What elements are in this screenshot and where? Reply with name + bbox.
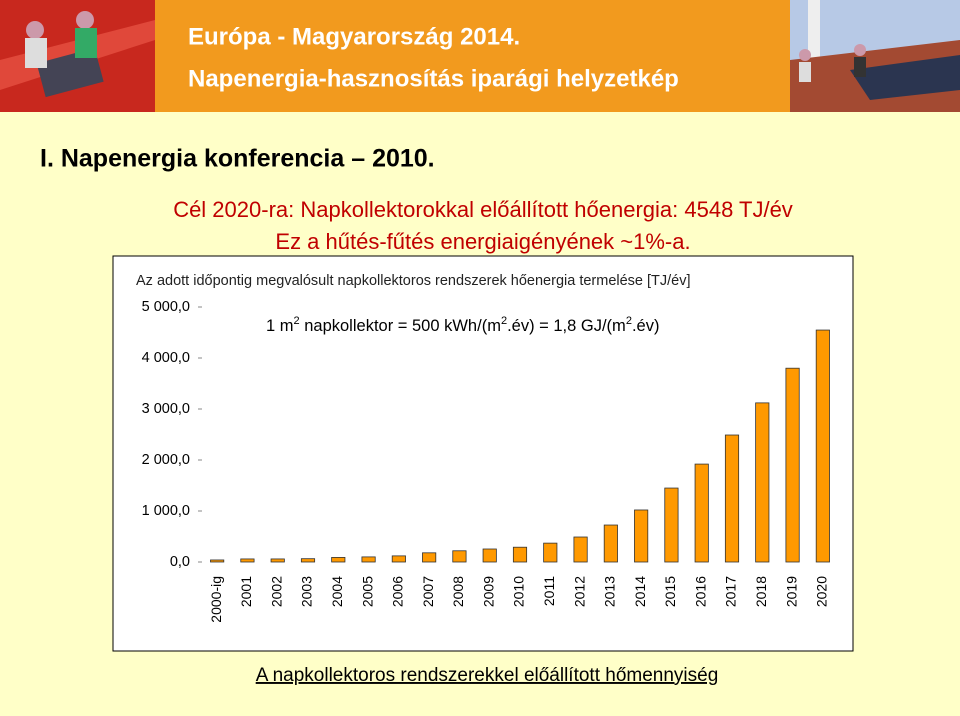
- x-tick-label: 2012: [571, 576, 587, 607]
- bar: [724, 434, 740, 563]
- chart-title: Az adott időpontig megvalósult napkollek…: [136, 273, 691, 289]
- annotation-sup: 2: [294, 315, 300, 327]
- bar: [391, 555, 406, 563]
- x-tick-label: 2008: [450, 576, 466, 607]
- annotation-sup: 2: [626, 315, 632, 327]
- caption: A napkollektoros rendszerekkel előállíto…: [256, 665, 719, 686]
- annotation-part: napkollektor = 500 kWh/(m: [300, 317, 501, 335]
- header-subtitle: Napenergia-hasznosítás iparági helyzetké…: [188, 65, 679, 92]
- x-tick-label: 2007: [420, 576, 436, 607]
- x-tick-label: 2010: [511, 576, 527, 607]
- bar: [755, 402, 770, 563]
- annotation-sup: 2: [501, 315, 507, 327]
- x-tick-label: 2003: [299, 576, 315, 607]
- bar: [815, 329, 830, 563]
- x-tick-label: 2000-ig: [208, 576, 224, 623]
- bar: [573, 536, 588, 563]
- conference: I. Napenergia konferencia – 2010.: [40, 145, 435, 173]
- bar: [210, 559, 225, 563]
- bar: [270, 558, 285, 563]
- bar: [634, 509, 649, 563]
- photo-left: [0, 0, 155, 112]
- y-tick-label: 3 000,0: [142, 401, 190, 417]
- annotation-part: .év) = 1,8 GJ/(m: [507, 317, 626, 335]
- y-tick-label: 0,0: [170, 554, 190, 570]
- bar: [331, 557, 346, 563]
- bar: [300, 558, 316, 563]
- bar: [240, 558, 255, 563]
- goal-line: Cél 2020-ra: Napkollektorokkal előállíto…: [173, 197, 793, 222]
- photo-right: [790, 0, 960, 112]
- x-tick-label: 2014: [632, 576, 648, 607]
- annotation-part: 1 m: [266, 317, 294, 335]
- bar: [603, 524, 618, 563]
- x-tick-label: 2011: [541, 576, 557, 606]
- x-tick-label: 2019: [783, 576, 799, 607]
- x-tick-label: 2006: [390, 576, 406, 607]
- goal-line: Ez a hűtés-fűtés energiaigényének ~1%-a.: [275, 229, 690, 254]
- bar: [361, 556, 376, 563]
- bar: [694, 463, 709, 563]
- x-tick-label: 2015: [662, 576, 678, 607]
- annotation-part: .év): [632, 317, 660, 335]
- y-tick-label: 5 000,0: [142, 299, 190, 315]
- bar: [512, 546, 528, 563]
- x-tick-label: 2017: [723, 576, 739, 607]
- y-tick-label: 4 000,0: [142, 350, 190, 366]
- bar: [452, 550, 467, 563]
- bar: [543, 542, 558, 563]
- x-tick-label: 2002: [268, 576, 284, 607]
- bar: [482, 548, 497, 563]
- x-tick-label: 2001: [238, 576, 254, 607]
- annotation: 1 m2 napkollektor = 500 kWh/(m2.év) = 1,…: [266, 315, 659, 335]
- y-tick-label: 2 000,0: [142, 452, 190, 468]
- bar: [664, 487, 679, 563]
- x-tick-label: 2004: [329, 576, 345, 607]
- x-tick-label: 2016: [692, 576, 708, 607]
- x-tick-label: 2005: [359, 576, 375, 607]
- header-title: Európa - Magyarország 2014.: [188, 23, 520, 50]
- x-tick-label: 2018: [753, 576, 769, 607]
- bar: [422, 552, 437, 563]
- x-tick-label: 2013: [602, 576, 618, 607]
- y-tick-label: 1 000,0: [142, 503, 190, 519]
- x-tick-label: 2020: [814, 576, 830, 607]
- bar: [785, 367, 800, 563]
- x-tick-label: 2009: [480, 576, 496, 607]
